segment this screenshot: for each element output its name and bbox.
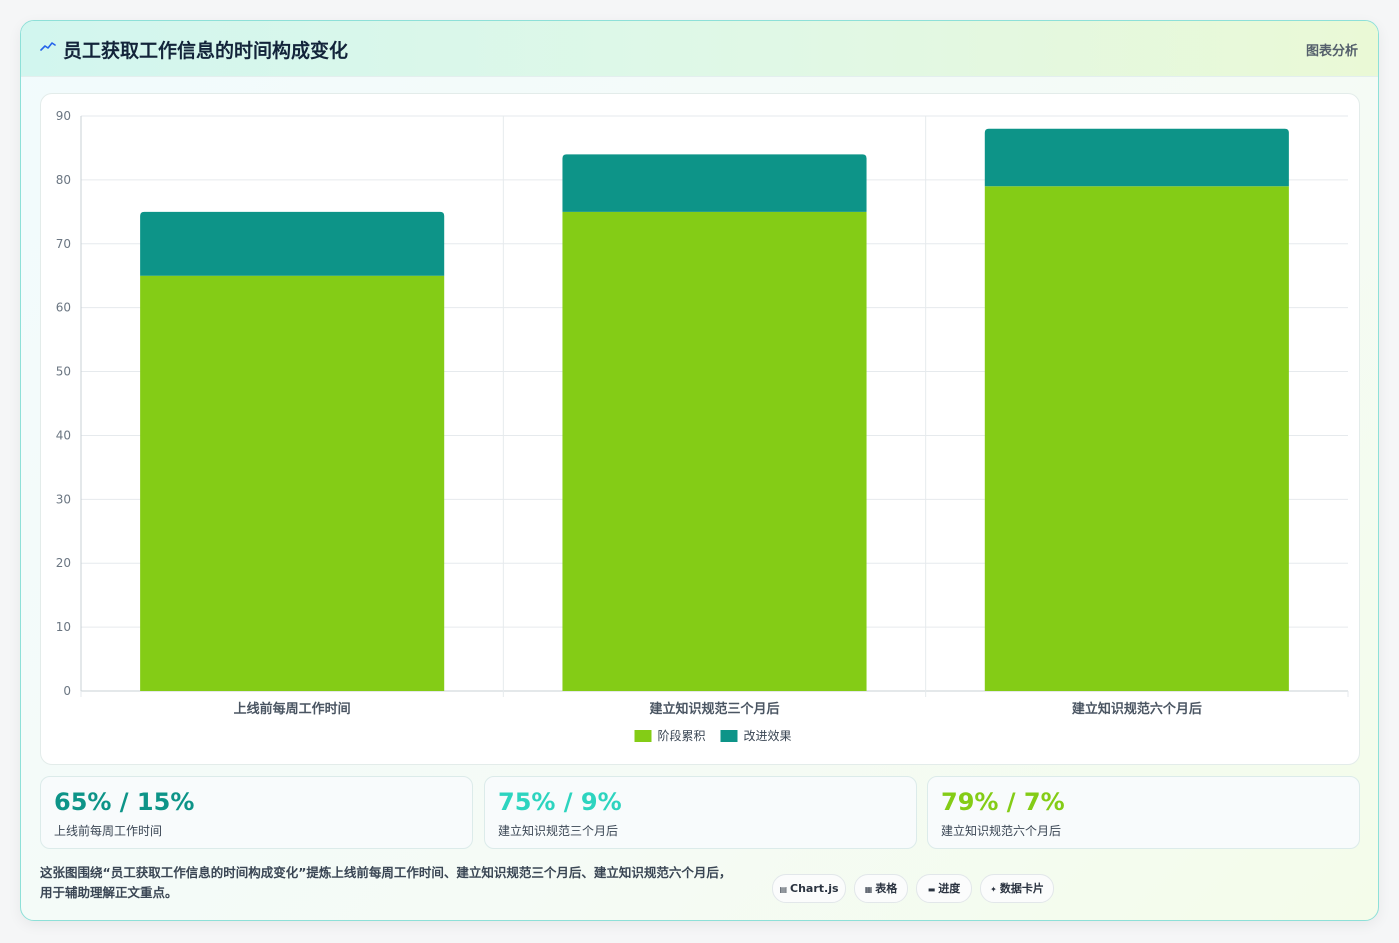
stat-card-2: 75% / 9% 建立知识规范三个月后 [484,776,917,849]
stat-value: 75% / 9% [498,788,622,816]
x-tick-label: 建立知识规范六个月后 [1072,701,1202,717]
stat-value: 65% / 15% [54,788,195,816]
y-tick-label: 60 [56,301,71,315]
stat-label: 上线前每周工作时间 [54,824,163,838]
legend-swatch [720,730,738,742]
header-tag: 图表分析 [1305,44,1358,59]
bar-segment [562,154,867,212]
pill-label: 数据卡片 [999,882,1044,895]
x-tick-label: 上线前每周工作时间 [234,701,351,717]
stacked-bar-chart: 0 10 20 30 40 50 60 70 80 90 上线前每周工作时间 建立知识规范三个月后 建立… [56,109,1349,743]
legend-label: 改进效果 [744,728,792,743]
pill-label: 进度 [938,882,961,895]
stat-card-3: 79% / 7% 建立知识规范六个月后 [927,776,1360,849]
y-tick-label: 10 [56,620,71,634]
pill-label: Chart.js [790,882,839,895]
progress-icon: ▬ [927,885,936,894]
y-tick-label: 30 [56,492,71,506]
pill-label: 表格 [875,882,898,895]
bar-segment [984,186,1289,691]
sparkle-icon: ✦ [990,885,997,894]
x-tick-label: 建立知识规范三个月后 [649,701,779,717]
chart-line-icon [40,42,56,51]
stat-label: 建立知识规范三个月后 [498,824,619,838]
y-tick-label: 0 [63,684,71,698]
pill-chartjs[interactable]: ▤ Chart.js [772,874,846,903]
bar-segment [140,211,445,276]
chart-icon: ▤ [779,885,788,894]
pill-data-card[interactable]: ✦ 数据卡片 [980,874,1054,903]
legend-swatch [634,730,652,742]
y-tick-label: 20 [56,556,71,570]
page-title: 员工获取工作信息的时间构成变化 [63,40,349,62]
bar-segment [562,211,867,691]
y-tick-label: 90 [56,109,71,123]
pill-progress[interactable]: ▬ 进度 [916,874,972,903]
y-tick-label: 70 [56,237,71,251]
table-icon: ▦ [864,885,873,894]
bar-segment [140,275,445,691]
stat-label: 建立知识规范六个月后 [941,824,1062,838]
y-tick-label: 50 [56,365,71,379]
pill-table[interactable]: ▦ 表格 [854,874,908,903]
footer-description: 这张图围绕“员工获取工作信息的时间构成变化”提炼上线前每周工作时间、建立知识规范… [40,863,760,903]
bar-segment [984,128,1289,187]
y-tick-label: 80 [56,173,71,187]
chart-card: 员工获取工作信息的时间构成变化 图表分析 0 10 20 30 40 50 60 70 80 90… [20,20,1379,921]
chart-panel: 0 10 20 30 40 50 60 70 80 90 上线前每周工作时间 建立知识规范三个月后 建立… [40,93,1360,765]
stat-card-1: 65% / 15% 上线前每周工作时间 [40,776,473,849]
footer-line-2: 用于辅助理解正文重点。 [40,885,178,900]
card-header: 员工获取工作信息的时间构成变化 图表分析 [21,21,1378,77]
stat-value: 79% / 7% [941,788,1065,816]
y-tick-label: 40 [56,428,71,442]
legend-label: 阶段累积 [658,728,706,743]
footer-line-1: 这张图围绕“员工获取工作信息的时间构成变化”提炼上线前每周工作时间、建立知识规范… [40,865,732,880]
